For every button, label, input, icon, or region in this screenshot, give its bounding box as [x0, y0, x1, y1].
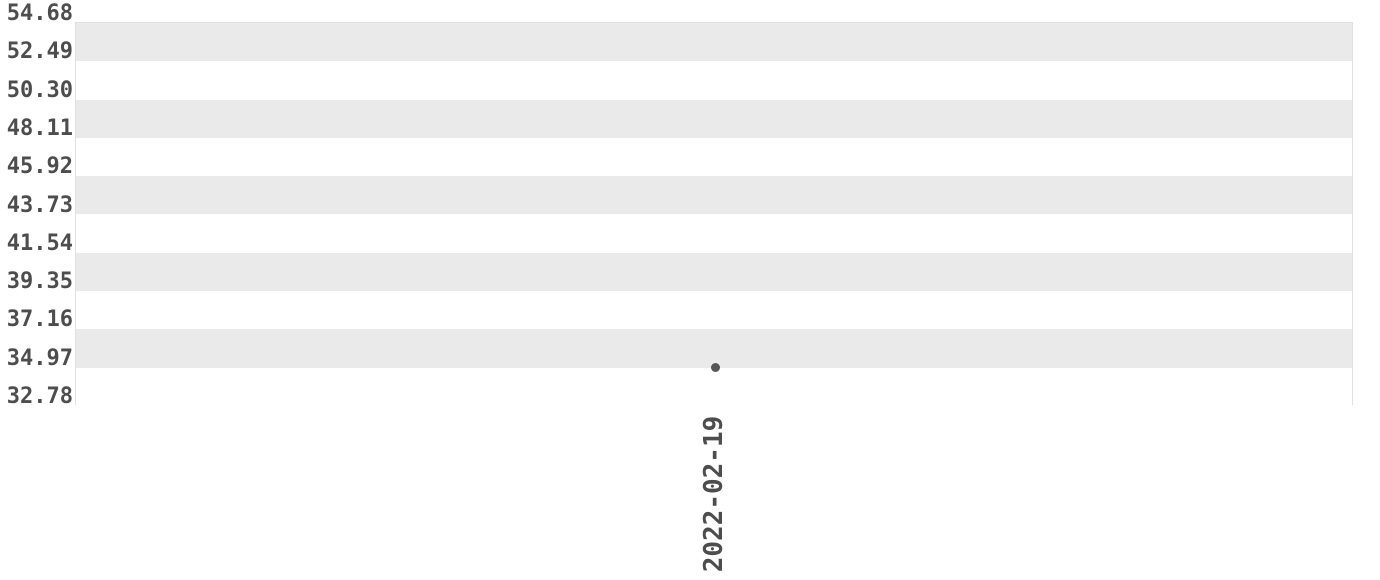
y-axis: 54.68 52.49 50.30 48.11 45.92 43.73 41.54 39.35… — [0, 0, 73, 580]
grid-band — [76, 99, 1352, 138]
grid-band — [76, 61, 1352, 100]
y-tick-label: 48.11 — [6, 115, 73, 141]
y-tick-label: 43.73 — [6, 192, 73, 218]
grid-band — [76, 252, 1352, 292]
grid-band — [76, 214, 1352, 253]
y-tick-label: 39.35 — [6, 269, 73, 295]
y-tick-label: 34.97 — [6, 345, 73, 371]
grid-band — [76, 329, 1352, 368]
data-point — [710, 363, 720, 373]
grid-band — [76, 23, 1352, 62]
y-tick-label: 52.49 — [6, 39, 73, 65]
y-tick-label: 41.54 — [6, 230, 73, 256]
y-tick-label: 37.16 — [6, 307, 73, 333]
x-tick-label: 2022-02-19 — [699, 415, 729, 573]
grid-band — [76, 137, 1352, 177]
grid-band — [76, 176, 1352, 215]
y-tick-label: 50.30 — [6, 77, 73, 103]
y-tick-label: 32.78 — [6, 384, 73, 409]
plot-area — [75, 22, 1353, 406]
y-tick-label: 45.92 — [6, 154, 73, 180]
grid-band — [76, 291, 1352, 330]
grid-band — [76, 367, 1352, 406]
y-tick-label: 54.68 — [6, 1, 73, 26]
